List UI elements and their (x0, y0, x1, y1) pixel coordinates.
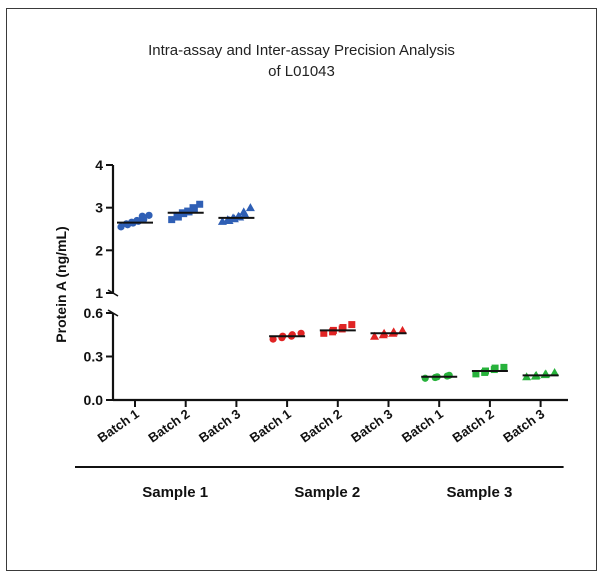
y-tick-label: 2 (95, 242, 103, 258)
data-point (168, 216, 176, 224)
data-point (421, 374, 429, 382)
data-point (239, 207, 249, 216)
data-point (491, 364, 499, 372)
x-tick-label: Batch 2 (297, 406, 344, 445)
y-tick-label: 3 (95, 200, 103, 216)
data-point (472, 370, 480, 378)
y-tick-label: 0.3 (84, 349, 104, 365)
chart-title-line-2: of L01043 (268, 63, 335, 80)
data-point (184, 207, 192, 215)
x-tick-label: Batch 1 (399, 406, 446, 445)
data-point (117, 223, 125, 231)
x-tick-label: Batch 1 (95, 406, 142, 445)
axis-break-mark (107, 309, 119, 317)
data-point (370, 331, 379, 340)
chart-title-line-1: Intra-assay and Inter-assay Precision An… (148, 42, 455, 59)
data-point (297, 329, 305, 337)
data-point (339, 324, 347, 331)
y-axis-title: Protein A (ng/mL) (53, 226, 69, 342)
y-tick-label: 1 (95, 285, 103, 301)
data-point (196, 200, 204, 208)
data-point (138, 212, 146, 220)
data-point (348, 321, 356, 329)
x-tick-label: Batch 1 (247, 406, 294, 445)
x-tick-label: Batch 3 (196, 406, 243, 445)
x-tick-label: Batch 2 (450, 406, 497, 445)
x-tick-label: Batch 2 (145, 406, 192, 445)
data-point (245, 203, 255, 212)
y-tick-label: 0.6 (84, 305, 104, 321)
data-point (269, 335, 277, 343)
x-tick-label: Batch 3 (500, 406, 547, 445)
y-tick-label: 4 (95, 157, 103, 173)
chart-title: Intra-assay and Inter-assay Precision An… (6, 40, 597, 82)
data-point (398, 325, 407, 334)
data-point (173, 211, 181, 219)
group-label: Sample 3 (446, 484, 512, 501)
y-tick-label: 0.0 (84, 392, 104, 408)
data-point (445, 371, 453, 379)
data-point (500, 363, 508, 371)
data-point (145, 211, 153, 219)
axis-break-mark (107, 289, 119, 297)
group-label: Sample 1 (142, 484, 208, 501)
chart-frame (6, 8, 597, 571)
data-point (288, 331, 296, 339)
group-label: Sample 2 (294, 484, 360, 501)
x-tick-label: Batch 3 (348, 406, 395, 445)
data-point (320, 329, 328, 337)
data-point (550, 367, 560, 376)
data-point (189, 204, 197, 212)
